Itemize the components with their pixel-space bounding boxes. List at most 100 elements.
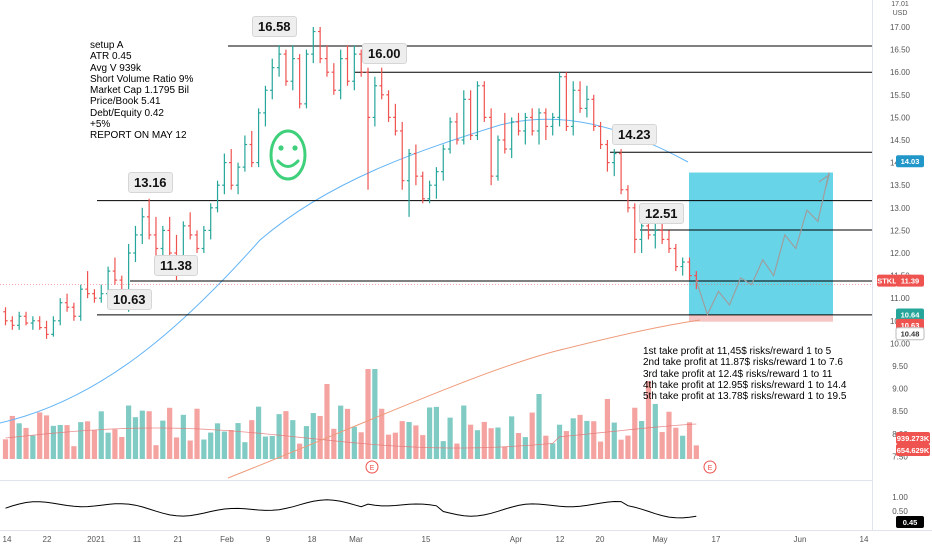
volume-bar [584, 420, 590, 459]
volume-bar [235, 423, 241, 459]
price-tick: 12.00 [890, 249, 911, 258]
price-tick: 14.50 [890, 136, 911, 145]
take-profit-line: 4th take profit at 12.95$ risks/reward 1… [643, 379, 847, 391]
volume-bar [37, 412, 43, 459]
volume-average-line [5, 423, 697, 449]
time-tick: 9 [266, 535, 271, 544]
volume-bar [686, 422, 693, 459]
volume-bar [331, 428, 337, 459]
price-badge-label: 11.39 [901, 277, 919, 286]
volume-bar [297, 443, 303, 459]
volume-bar [522, 437, 528, 459]
volume-bar [645, 381, 652, 459]
note-line: Debt/Equity 0.42 [90, 107, 164, 119]
level-label-16-00[interactable]: 16.00 [362, 43, 407, 64]
price-badge [896, 155, 924, 168]
time-tick: May [652, 535, 667, 544]
earnings-marker: E [703, 460, 717, 474]
target-zone [689, 172, 833, 322]
level-label-11-38[interactable]: 11.38 [154, 255, 198, 276]
volume-bars [2, 369, 699, 459]
volume-bar [160, 420, 166, 459]
time-tick: 14 [860, 535, 869, 544]
oscillator-tick: 0.50 [892, 507, 908, 516]
earnings-label: E [370, 465, 375, 472]
volume-bar [303, 426, 310, 459]
volume-bar [618, 439, 624, 459]
level-label-12-51[interactable]: 12.51 [639, 203, 684, 224]
level-label-14-23[interactable]: 14.23 [612, 124, 657, 145]
time-tick: 11 [133, 535, 142, 544]
volume-bar [187, 440, 193, 459]
volume-bar [385, 434, 392, 459]
price-badge [896, 432, 930, 444]
price-badge [896, 274, 924, 287]
moving-average-short [0, 118, 689, 424]
note-line: Price/Book 5.41 [90, 96, 161, 108]
take-profit-notes: 1st take profit at 11,45$ risks/reward 1… [643, 346, 846, 402]
volume-bar [680, 435, 686, 459]
volume-bar [180, 414, 186, 459]
volume-bar [529, 412, 535, 459]
projection-path [695, 172, 830, 317]
volume-bar [16, 423, 22, 459]
volume-bar [488, 428, 494, 459]
price-tick: 13.50 [890, 181, 911, 190]
price-badge-label: 939.273K [897, 434, 930, 443]
volume-bar [365, 369, 371, 459]
moving-averages [0, 118, 701, 479]
price-tick: 16.50 [890, 46, 911, 55]
price-badge-label: 10.48 [901, 330, 920, 339]
volume-bar [379, 408, 385, 459]
price-tick: 7.50 [892, 452, 908, 461]
volume-bar [543, 435, 549, 459]
volume-bar [426, 407, 433, 459]
price-axis-top: 17.01 [891, 1, 909, 8]
volume-bar [98, 411, 104, 459]
volume-bar [474, 430, 481, 459]
note-line: ATR 0.45 [90, 51, 132, 63]
level-label-10-63[interactable]: 10.63 [107, 289, 152, 310]
time-tick: 22 [43, 535, 52, 544]
time-tick: 12 [556, 535, 565, 544]
volume-bar [591, 421, 597, 459]
volume-bar [570, 418, 576, 459]
smiley-icon [269, 129, 307, 181]
volume-bar [577, 414, 583, 459]
volume-bar [604, 399, 611, 459]
volume-bar [201, 439, 207, 459]
price-badge [895, 327, 925, 341]
volume-bar [536, 394, 542, 459]
price-badge [877, 274, 897, 287]
volume-bar [399, 421, 405, 459]
volume-bar [310, 413, 316, 459]
earnings-label: E [708, 465, 713, 472]
price-badge-label: 0.45 [903, 518, 918, 527]
volume-bar [283, 411, 289, 459]
volume-bar [262, 436, 269, 459]
time-tick: Apr [510, 535, 523, 544]
volume-bar [139, 410, 145, 459]
volume-bar [276, 414, 282, 459]
setup-notes: setup A ATR 0.45 Avg V 939k Short Volume… [90, 40, 193, 142]
volume-bar [221, 431, 227, 459]
level-label-13-16[interactable]: 13.16 [128, 172, 173, 193]
price-badge-label: 10.64 [901, 310, 921, 319]
volume-bar [481, 421, 487, 459]
take-profit-line: 3rd take profit at 12.4$ risks/reward 1 … [643, 368, 833, 380]
volume-bar [105, 432, 111, 459]
time-tick: 14 [3, 535, 12, 544]
volume-bar [433, 406, 440, 459]
volume-bar [153, 445, 159, 459]
level-label-16-58[interactable]: 16.58 [252, 16, 297, 37]
volume-bar [290, 420, 296, 459]
support-resistance-lines [0, 45, 872, 316]
volume-bar [324, 384, 330, 459]
note-line: +5% [90, 119, 111, 131]
earnings-marker: E [365, 460, 379, 474]
volume-bar [666, 411, 672, 459]
volume-bar [639, 421, 645, 459]
